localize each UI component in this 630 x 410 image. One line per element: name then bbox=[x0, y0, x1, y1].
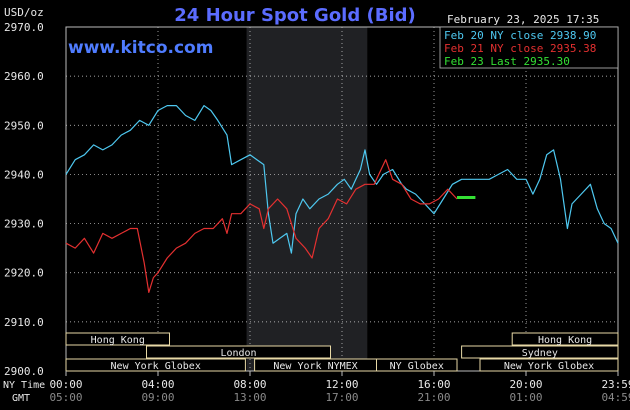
x-tick-label-gmt: 21:00 bbox=[417, 391, 450, 404]
y-tick-label: 2900.0 bbox=[4, 365, 44, 378]
session-label: Hong Kong bbox=[91, 335, 145, 346]
legend-entry: Feb 21 NY close 2935.38 bbox=[444, 42, 596, 55]
x-axis-label-gmt: GMT bbox=[12, 393, 30, 404]
x-tick-label-gmt: 01:00 bbox=[509, 391, 542, 404]
session-box bbox=[65, 332, 170, 346]
x-tick-label-ny: 16:00 bbox=[417, 378, 450, 391]
site-watermark: www.kitco.com bbox=[68, 38, 213, 58]
x-axis-label-ny: NY Time bbox=[3, 380, 45, 391]
legend-entry: Feb 20 NY close 2938.90 bbox=[444, 29, 596, 42]
session-box bbox=[461, 345, 619, 359]
series-line-1 bbox=[65, 105, 619, 254]
session-label: London bbox=[220, 348, 256, 359]
session-box bbox=[511, 332, 619, 346]
chart-title: 24 Hour Spot Gold (Bid) bbox=[174, 5, 415, 26]
x-tick-label-ny: 12:00 bbox=[325, 378, 358, 391]
y-tick-label: 2960.0 bbox=[4, 70, 44, 83]
x-tick-label-ny: 04:00 bbox=[141, 378, 174, 391]
session-box bbox=[146, 345, 331, 359]
session-box bbox=[479, 358, 619, 372]
x-tick-label-ny: 20:00 bbox=[509, 378, 542, 391]
session-label: New York NYMEX bbox=[273, 361, 357, 372]
x-tick-label-gmt: 09:00 bbox=[141, 391, 174, 404]
x-tick-label-gmt: 13:00 bbox=[233, 391, 266, 404]
session-label: New York Globex bbox=[504, 361, 594, 372]
legend-entry: Feb 23 Last 2935.30 bbox=[444, 55, 570, 68]
session-box bbox=[376, 358, 458, 372]
series-line-2 bbox=[65, 159, 458, 293]
chart-date: February 23, 2025 17:35 bbox=[447, 13, 599, 26]
y-tick-label: 2910.0 bbox=[4, 316, 44, 329]
y-tick-label: 2940.0 bbox=[4, 168, 44, 181]
y-tick-label: 2920.0 bbox=[4, 267, 44, 280]
legend-box bbox=[439, 26, 619, 69]
y-tick-label: 2970.0 bbox=[4, 21, 44, 34]
session-box bbox=[65, 358, 246, 372]
x-tick-label-ny: 23:59 bbox=[601, 378, 630, 391]
x-tick-label-gmt: 04:59 bbox=[601, 391, 630, 404]
y-tick-label: 2930.0 bbox=[4, 218, 44, 231]
x-tick-label-ny: 00:00 bbox=[49, 378, 82, 391]
x-tick-label-gmt: 05:00 bbox=[49, 391, 82, 404]
session-label: New York Globex bbox=[111, 361, 201, 372]
x-tick-label-ny: 08:00 bbox=[233, 378, 266, 391]
session-label: NY Globex bbox=[390, 361, 444, 372]
y-tick-label: 2950.0 bbox=[4, 119, 44, 132]
session-label: Sydney bbox=[522, 348, 558, 359]
session-label: Hong Kong bbox=[538, 335, 592, 346]
x-tick-label-gmt: 17:00 bbox=[325, 391, 358, 404]
y-axis-unit-label: USD/oz bbox=[4, 6, 44, 19]
